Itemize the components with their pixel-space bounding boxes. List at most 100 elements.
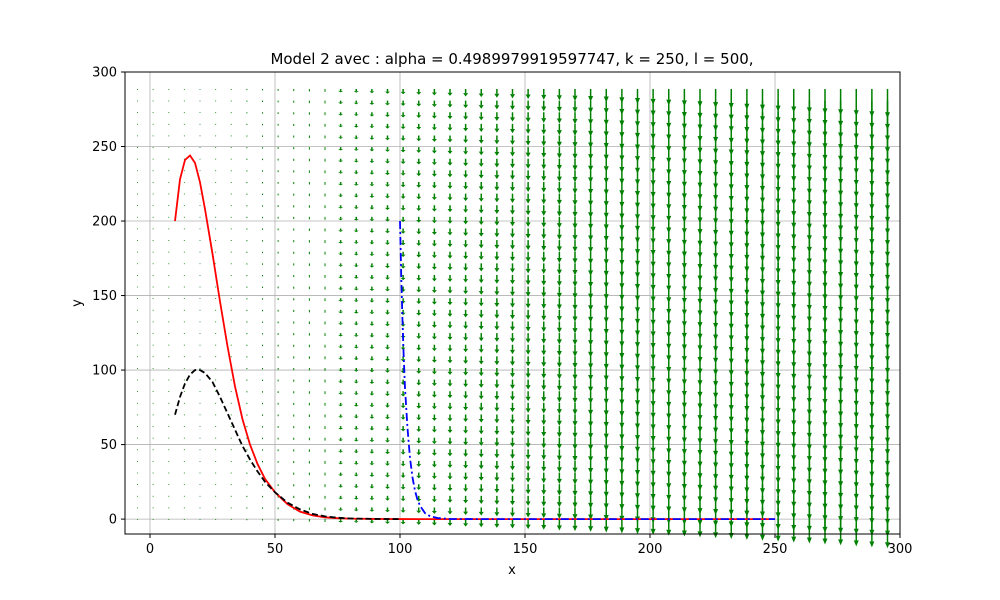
field-arrow — [478, 228, 484, 237]
field-arrow — [369, 170, 375, 175]
field-arrow — [463, 286, 469, 295]
field-arrow — [400, 112, 406, 118]
field-arrow — [447, 309, 453, 317]
field-arrow — [478, 333, 484, 342]
field-arrow — [447, 402, 453, 410]
field-arrow — [494, 170, 500, 180]
field-arrow — [525, 170, 531, 181]
x-axis-label: x — [508, 563, 516, 578]
field-arrow — [556, 379, 562, 391]
field-arrow — [353, 437, 359, 442]
field-arrow — [572, 100, 578, 113]
field-arrow — [510, 484, 515, 494]
y-tick-label-2: 100 — [92, 364, 117, 379]
field-arrow — [541, 193, 547, 205]
field-arrow — [416, 123, 422, 130]
field-arrow — [510, 112, 515, 122]
field-arrow — [338, 333, 344, 337]
field-arrow — [556, 88, 562, 101]
field-arrow — [541, 333, 547, 344]
field-arrow — [353, 193, 359, 198]
field-arrow — [338, 437, 344, 442]
field-arrow — [494, 135, 500, 145]
field-arrow — [338, 379, 344, 383]
x-tick-label-3: 150 — [513, 542, 538, 557]
field-arrow — [369, 367, 375, 373]
field-arrow — [572, 158, 578, 171]
field-arrow — [338, 170, 344, 174]
field-arrow — [525, 309, 531, 320]
field-arrow — [369, 484, 375, 489]
field-arrow — [463, 333, 469, 341]
field-arrow — [525, 519, 531, 530]
field-arrow — [556, 112, 562, 124]
field-arrow — [510, 321, 515, 331]
field-arrow — [369, 251, 375, 257]
field-arrow — [463, 112, 469, 120]
field-arrow — [494, 205, 500, 214]
field-arrow — [431, 414, 437, 421]
field-arrow — [369, 379, 375, 384]
field-arrow — [447, 344, 453, 352]
field-arrow — [556, 426, 562, 438]
field-arrow — [556, 123, 562, 136]
field-arrow — [463, 344, 469, 353]
field-arrow — [463, 437, 469, 446]
field-arrow — [572, 321, 578, 334]
field-arrow — [541, 344, 547, 356]
field-arrow — [447, 286, 453, 294]
field-arrow — [760, 88, 765, 111]
field-arrow — [353, 379, 359, 384]
field-arrow — [541, 205, 547, 216]
field-arrow — [510, 472, 515, 482]
field-arrow — [463, 449, 469, 457]
field-arrow — [447, 251, 453, 259]
field-arrow — [385, 344, 390, 350]
field-arrow — [353, 472, 359, 477]
field-arrow — [510, 263, 515, 273]
field-arrow — [416, 158, 422, 165]
field-arrow — [510, 333, 515, 343]
field-arrow — [431, 495, 437, 503]
field-arrow — [338, 216, 344, 221]
field-arrow — [416, 205, 422, 212]
field-arrow — [463, 309, 469, 318]
field-arrow — [541, 437, 547, 449]
field-arrow — [525, 274, 531, 286]
field-arrow — [556, 333, 562, 345]
field-arrow — [572, 426, 578, 439]
field-arrow — [416, 402, 422, 409]
field-arrow — [463, 193, 469, 202]
field-arrow — [369, 181, 375, 187]
field-arrow — [494, 123, 500, 133]
field-arrow — [353, 391, 359, 396]
field-arrow — [572, 88, 578, 102]
field-arrow — [463, 251, 469, 260]
field-arrow — [447, 158, 453, 166]
y-tick-label-0: 0 — [109, 513, 117, 528]
field-arrow — [416, 147, 422, 153]
field-arrow — [447, 228, 453, 236]
field-arrow — [447, 333, 453, 341]
field-arrow — [463, 414, 469, 422]
field-arrow — [416, 484, 422, 491]
field-arrow — [556, 100, 562, 113]
field-arrow — [416, 263, 422, 270]
field-arrow — [494, 112, 500, 121]
field-arrow — [478, 426, 484, 435]
series-lines — [174, 154, 775, 520]
field-arrow — [338, 263, 344, 267]
field-arrow — [338, 158, 344, 163]
field-arrow — [400, 449, 406, 455]
field-arrow — [775, 88, 781, 112]
field-arrow — [572, 437, 578, 450]
field-arrow — [510, 495, 515, 506]
field-arrow — [478, 495, 484, 504]
field-arrow — [385, 391, 390, 396]
field-arrow — [447, 274, 453, 282]
field-arrow — [447, 391, 453, 399]
field-arrow — [525, 449, 531, 460]
field-arrow — [556, 193, 562, 205]
field-arrow — [525, 321, 531, 332]
field-arrow — [431, 205, 437, 212]
